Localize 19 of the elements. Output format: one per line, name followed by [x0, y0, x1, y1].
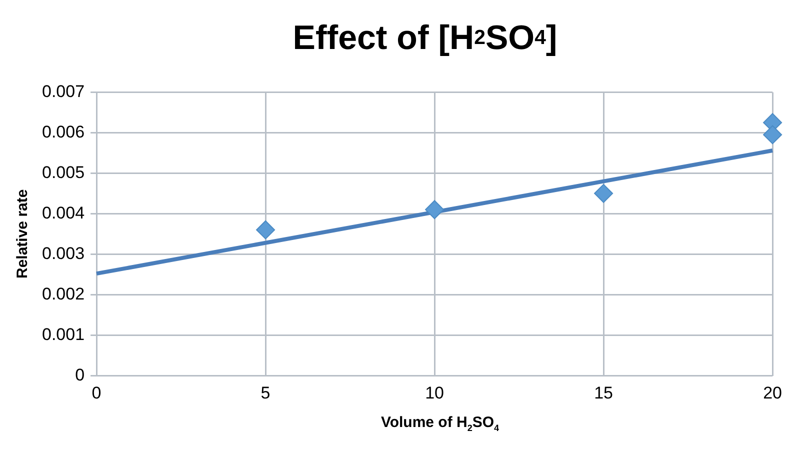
x-tick-label: 15: [594, 383, 614, 402]
point: [425, 200, 444, 220]
y-tick-label: 0.004: [42, 203, 85, 222]
x-axis-title: Volume of H$_{2}$SO$_{4}$: [380, 414, 500, 433]
x-tick-label: 5: [260, 383, 270, 402]
x-tick-label: 0: [92, 383, 102, 402]
point: [256, 220, 276, 240]
point: [763, 125, 782, 144]
x-tick-label: 10: [425, 383, 444, 402]
y-tick-label: 0.002: [42, 284, 85, 304]
y-tick-label: 0: [75, 365, 85, 384]
y-tick-label: 0.006: [42, 122, 85, 142]
y-axis-title: Relative rate: [14, 189, 32, 279]
y-tick-label: 0.007: [42, 82, 85, 101]
point: [594, 184, 614, 203]
y-tick-label: 0.005: [42, 162, 85, 182]
x-tick-label: 20: [763, 383, 782, 402]
y-tick-label: 0.001: [42, 324, 85, 344]
y-tick-label: 0.003: [42, 244, 85, 263]
